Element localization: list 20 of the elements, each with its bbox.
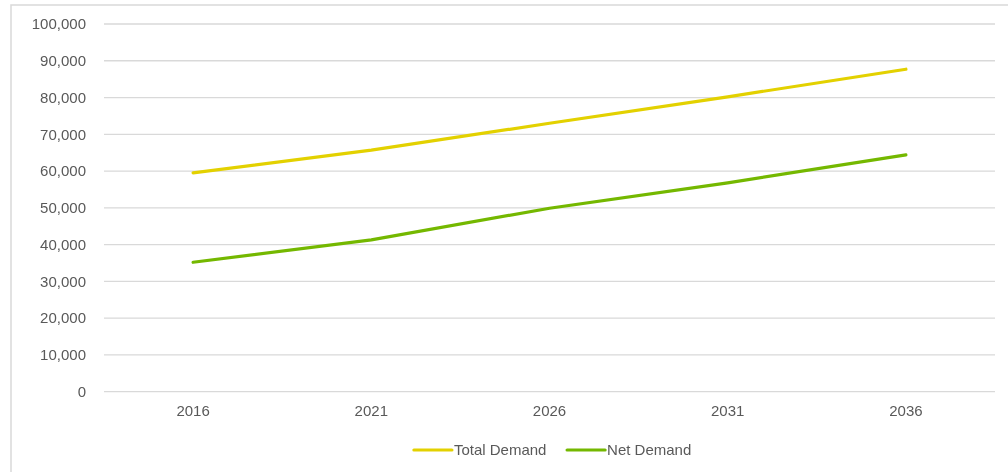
y-tick-label: 40,000	[40, 235, 86, 253]
y-tick-label: 100,000	[31, 15, 86, 33]
y-tick-label: 50,000	[40, 199, 86, 217]
x-tick-label: 2026	[532, 402, 567, 419]
y-tick-label: 70,000	[40, 125, 86, 143]
y-tick-label: 10,000	[40, 346, 86, 364]
x-tick-label: 2016	[176, 402, 210, 419]
x-tick-label: 2031	[711, 402, 745, 419]
y-tick-label: 90,000	[40, 52, 86, 70]
y-tick-label: 20,000	[40, 309, 86, 327]
y-tick-label: 30,000	[40, 272, 86, 290]
y-tick-label: 60,000	[40, 162, 86, 180]
line-series	[191, 67, 908, 175]
line-series	[191, 153, 908, 264]
x-tick-label: 2021	[354, 402, 388, 419]
legend-label: Total Demand	[453, 441, 547, 459]
y-tick-label: 80,000	[40, 88, 86, 106]
legend-label: Net Demand	[607, 441, 692, 459]
y-tick-label: 0	[77, 382, 86, 400]
x-tick-label: 2036	[889, 402, 923, 419]
